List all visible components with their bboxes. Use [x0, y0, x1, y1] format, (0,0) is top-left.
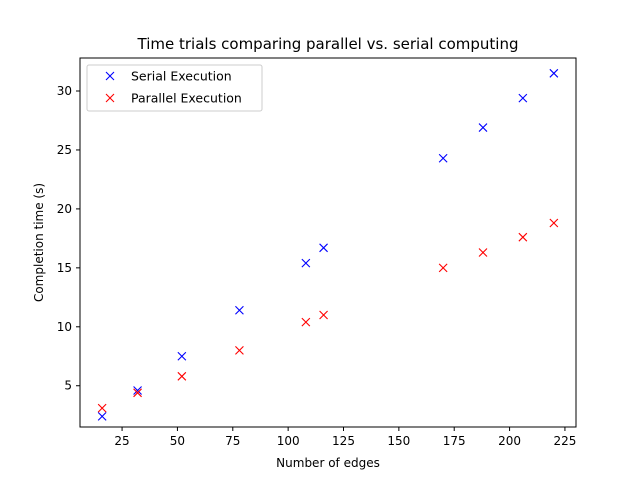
parallel-point	[235, 345, 244, 355]
x-tick-label: 225	[553, 434, 576, 448]
x-tick-label: 50	[170, 434, 185, 448]
x-axis-label: Number of edges	[276, 456, 380, 470]
serial-point	[478, 123, 488, 132]
x-tick-label: 100	[277, 434, 300, 448]
serial-point	[177, 351, 187, 361]
legend-marker-parallel	[105, 93, 115, 103]
y-axis-ticks: 5 10 15 20 25 30	[57, 84, 80, 393]
serial-point	[518, 93, 528, 103]
parallel-point	[319, 310, 328, 320]
serial-point	[97, 412, 107, 421]
serial-point	[235, 305, 244, 315]
plot-area: 25 50 75 100 125 150 175 200 225 5 10 15 20 25 30	[57, 57, 577, 448]
parallel-point	[549, 218, 559, 228]
legend-entries: Serial Execution Parallel Execution	[105, 69, 242, 106]
plot-frame	[79, 57, 577, 428]
y-tick-label: 30	[57, 84, 72, 98]
legend-box	[86, 64, 263, 112]
x-tick-label: 125	[332, 434, 355, 448]
y-tick-label: 15	[57, 261, 72, 275]
data-markers	[97, 68, 559, 421]
parallel-point	[518, 232, 528, 242]
serial-point	[133, 386, 142, 395]
x-tick-label: 75	[225, 434, 240, 448]
x-tick-label: 150	[387, 434, 410, 448]
serial-point	[549, 68, 559, 78]
parallel-point	[97, 403, 107, 413]
x-tick-label: 200	[498, 434, 521, 448]
parallel-point	[133, 388, 142, 398]
parallel-point	[478, 248, 488, 257]
serial-point	[438, 153, 448, 163]
parallel-point	[177, 371, 187, 381]
y-tick-label: 10	[57, 320, 72, 334]
legend-label-parallel: Parallel Execution	[131, 91, 242, 106]
serial-point	[319, 243, 328, 253]
y-tick-label: 20	[57, 202, 72, 216]
legend-marker-serial	[105, 71, 115, 81]
chart-title: Time trials comparing parallel vs. seria…	[137, 35, 519, 53]
y-tick-label: 25	[57, 143, 72, 157]
x-tick-label: 175	[443, 434, 466, 448]
legend: Serial Execution Parallel Execution	[86, 64, 263, 112]
serial-point	[301, 258, 311, 268]
x-tick-label: 25	[114, 434, 129, 448]
y-axis-label: Completion time (s)	[32, 183, 46, 302]
y-tick-label: 5	[64, 379, 72, 393]
parallel-point	[438, 263, 448, 273]
x-axis-ticks: 25 50 75 100 125 150 175 200 225	[114, 427, 576, 448]
legend-label-serial: Serial Execution	[131, 69, 232, 84]
parallel-point	[301, 317, 311, 327]
